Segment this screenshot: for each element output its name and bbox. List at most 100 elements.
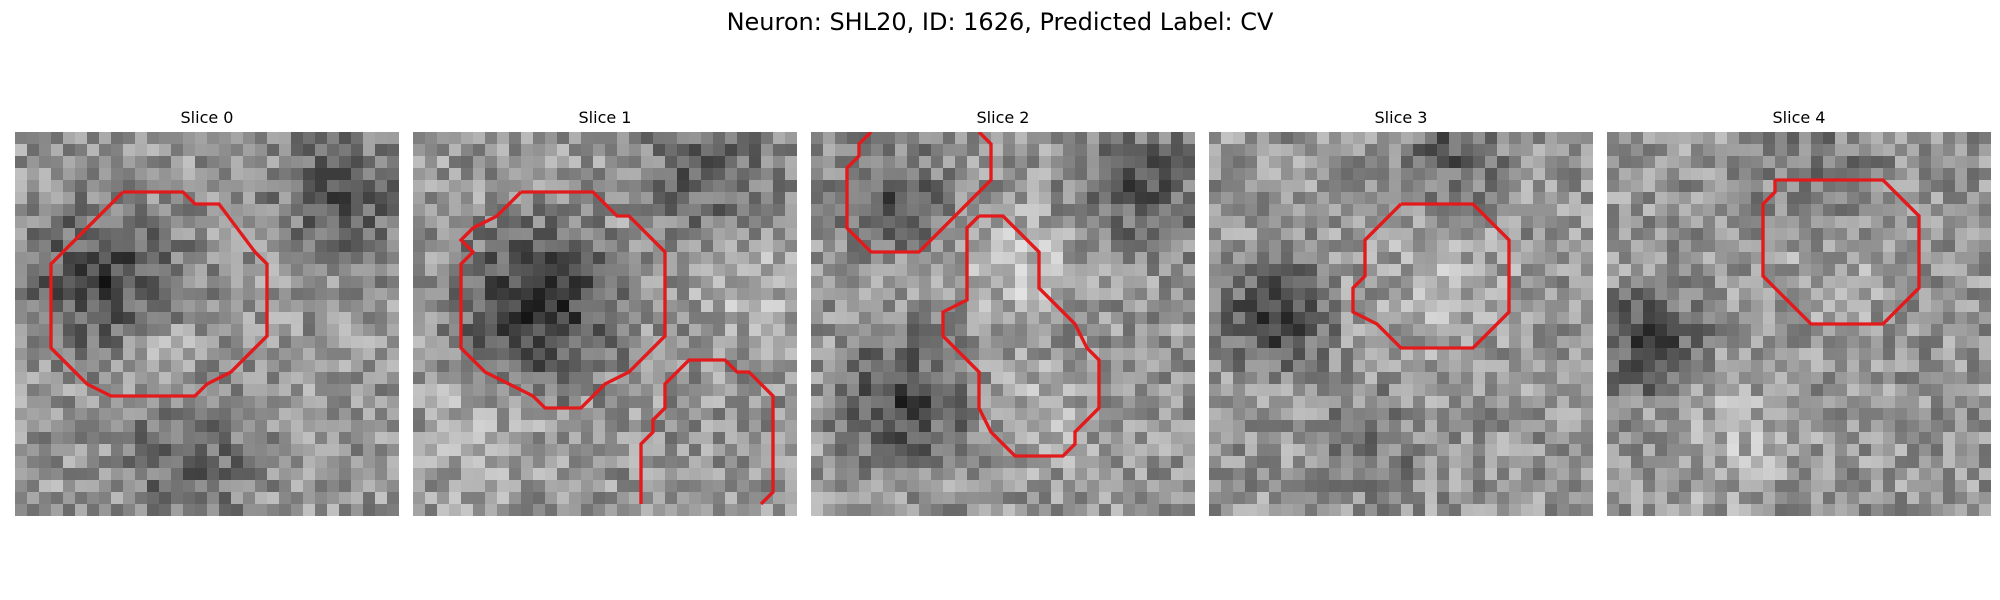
pixel-tile: [1413, 156, 1426, 169]
pixel-tile: [1799, 276, 1812, 289]
pixel-tile: [1341, 384, 1354, 397]
pixel-tile: [1353, 204, 1366, 217]
pixel-tile: [785, 252, 797, 265]
pixel-tile: [1269, 312, 1282, 325]
pixel-tile: [967, 408, 980, 421]
pixel-tile: [1835, 216, 1848, 229]
pixel-tile: [279, 288, 292, 301]
pixel-tile: [773, 420, 786, 433]
pixel-tile: [123, 240, 136, 253]
pixel-tile: [629, 240, 642, 253]
pixel-tile: [907, 336, 920, 349]
pixel-tile: [1655, 204, 1668, 217]
pixel-tile: [1859, 192, 1872, 205]
pixel-tile: [617, 204, 630, 217]
pixel-tile: [581, 144, 594, 157]
pixel-tile: [811, 216, 824, 229]
pixel-tile: [1727, 132, 1740, 145]
pixel-tile: [243, 180, 256, 193]
pixel-tile: [557, 348, 570, 361]
pixel-tile: [1619, 276, 1632, 289]
pixel-tile: [1135, 348, 1148, 361]
pixel-tile: [39, 300, 52, 313]
pixel-tile: [1509, 252, 1522, 265]
pixel-tile: [1643, 216, 1656, 229]
pixel-tile: [15, 348, 28, 361]
pixel-tile: [653, 396, 666, 409]
pixel-tile: [1401, 444, 1414, 457]
pixel-tile: [1039, 264, 1052, 277]
pixel-tile: [63, 504, 76, 516]
pixel-tile: [1943, 348, 1956, 361]
pixel-tile: [171, 492, 184, 505]
pixel-tile: [641, 192, 654, 205]
pixel-tile: [375, 336, 388, 349]
pixel-tile: [1003, 360, 1016, 373]
pixel-tile: [1329, 228, 1342, 241]
pixel-tile: [413, 300, 426, 313]
pixel-tile: [243, 132, 256, 145]
pixel-tile: [533, 504, 546, 516]
pixel-tile: [1051, 216, 1064, 229]
pixel-tile: [1979, 360, 1991, 373]
pixel-tile: [1233, 288, 1246, 301]
pixel-tile: [1955, 168, 1968, 181]
pixel-tile: [1341, 312, 1354, 325]
pixel-tile: [27, 504, 40, 516]
pixel-tile: [823, 504, 836, 516]
pixel-tile: [63, 132, 76, 145]
pixel-tile: [123, 432, 136, 445]
pixel-tile: [677, 408, 690, 421]
pixel-tile: [375, 240, 388, 253]
pixel-tile: [1521, 408, 1534, 421]
pixel-tile: [279, 372, 292, 385]
pixel-tile: [1437, 168, 1450, 181]
pixel-tile: [1581, 264, 1593, 277]
pixel-tile: [1245, 312, 1258, 325]
pixel-tile: [231, 348, 244, 361]
pixel-tile: [75, 408, 88, 421]
pixel-tile: [1473, 168, 1486, 181]
pixel-tile: [1473, 444, 1486, 457]
pixel-tile: [653, 228, 666, 241]
pixel-tile: [1533, 408, 1546, 421]
pixel-tile: [1221, 264, 1234, 277]
pixel-tile: [1111, 492, 1124, 505]
pixel-tile: [1715, 252, 1728, 265]
pixel-tile: [1799, 444, 1812, 457]
pixel-tile: [955, 264, 968, 277]
pixel-tile: [207, 276, 220, 289]
pixel-tile: [1907, 312, 1920, 325]
pixel-tile: [665, 168, 678, 181]
pixel-tile: [363, 372, 376, 385]
pixel-tile: [629, 348, 642, 361]
pixel-tile: [171, 228, 184, 241]
pixel-tile: [1533, 264, 1546, 277]
pixel-tile: [689, 300, 702, 313]
pixel-tile: [1533, 372, 1546, 385]
pixel-tile: [1293, 456, 1306, 469]
pixel-tile: [1727, 348, 1740, 361]
pixel-tile: [1497, 288, 1510, 301]
pixel-tile: [147, 324, 160, 337]
pixel-tile: [737, 348, 750, 361]
pixel-tile: [895, 228, 908, 241]
pixel-tile: [1123, 384, 1136, 397]
pixel-tile: [1365, 384, 1378, 397]
pixel-tile: [1775, 312, 1788, 325]
pixel-tile: [1823, 216, 1836, 229]
pixel-tile: [1281, 300, 1294, 313]
pixel-tile: [135, 444, 148, 457]
pixel-tile: [943, 168, 956, 181]
pixel-tile: [135, 156, 148, 169]
pixel-tile: [1015, 288, 1028, 301]
pixel-tile: [883, 372, 896, 385]
pixel-tile: [593, 168, 606, 181]
pixel-tile: [1679, 372, 1692, 385]
slice-image: [811, 132, 1195, 516]
pixel-tile: [533, 276, 546, 289]
pixel-tile: [75, 420, 88, 433]
pixel-tile: [979, 192, 992, 205]
pixel-tile: [1631, 456, 1644, 469]
pixel-tile: [1895, 156, 1908, 169]
